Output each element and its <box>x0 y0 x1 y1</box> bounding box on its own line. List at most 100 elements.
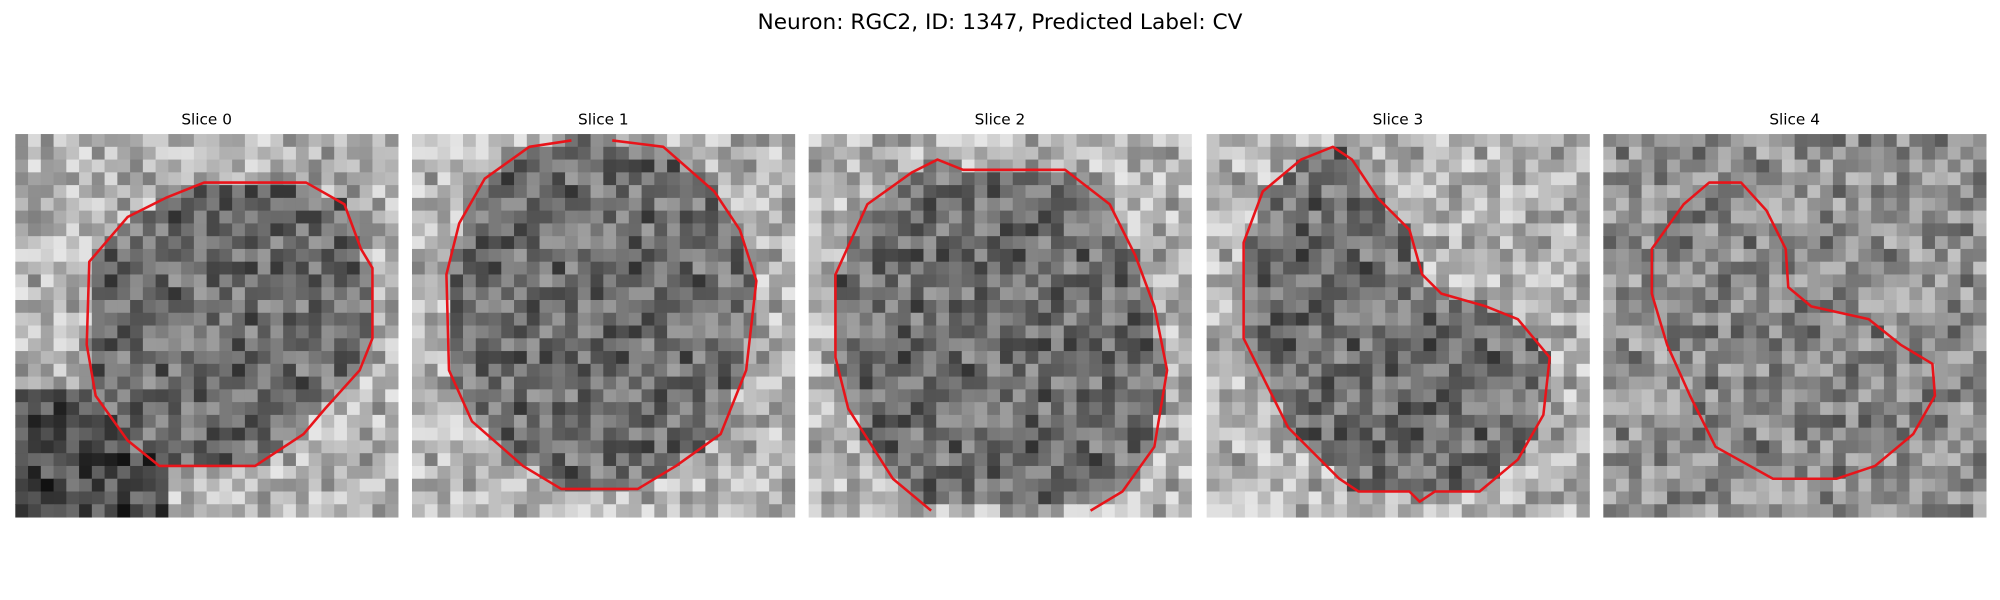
pixel <box>872 338 886 352</box>
pixel <box>654 300 668 314</box>
pixel <box>1219 402 1233 416</box>
pixel <box>1947 261 1961 275</box>
pixel <box>1563 478 1578 492</box>
pixel <box>1871 363 1885 378</box>
pixel <box>552 402 566 416</box>
pixel <box>28 325 42 339</box>
pixel <box>283 440 297 454</box>
pixel <box>1012 172 1027 186</box>
pixel <box>1308 478 1322 492</box>
pixel <box>1500 402 1514 416</box>
pixel <box>193 414 208 429</box>
pixel <box>1334 274 1348 288</box>
pixel <box>193 300 208 314</box>
pixel <box>1896 453 1910 467</box>
pixel <box>1153 236 1167 250</box>
pixel <box>718 363 732 378</box>
pixel <box>1359 453 1373 467</box>
pixel <box>590 363 604 378</box>
pixel <box>948 134 963 148</box>
pixel <box>346 312 361 327</box>
pixel <box>821 261 835 275</box>
pixel <box>1500 325 1514 339</box>
pixel <box>1461 414 1475 429</box>
pixel <box>1474 312 1488 327</box>
pixel <box>1756 491 1770 505</box>
pixel <box>219 414 233 429</box>
pixel <box>603 274 617 288</box>
pixel <box>1947 197 1961 212</box>
pixel <box>1372 504 1386 518</box>
pixel <box>1321 261 1335 275</box>
pixel <box>1871 300 1885 314</box>
pixel <box>936 402 950 416</box>
pixel <box>1359 274 1373 288</box>
pixel <box>1641 478 1655 492</box>
pixel <box>1576 172 1590 186</box>
pixel <box>834 223 848 237</box>
pixel <box>1346 427 1361 441</box>
pixel <box>1206 338 1220 352</box>
pixel <box>15 389 29 403</box>
pixel <box>308 478 322 492</box>
pixel <box>168 414 182 429</box>
pixel <box>1140 248 1154 263</box>
pixel <box>565 351 579 365</box>
pixel <box>872 248 886 263</box>
pixel <box>1334 248 1348 263</box>
pixel <box>1461 172 1475 186</box>
pixel <box>53 504 67 518</box>
pixel <box>769 134 783 148</box>
pixel <box>346 134 361 148</box>
pixel <box>15 197 29 212</box>
pixel <box>1692 312 1706 327</box>
pixel <box>936 236 950 250</box>
pixel <box>1334 261 1348 275</box>
pixel <box>1934 274 1949 288</box>
pixel <box>1654 402 1668 416</box>
pixel <box>488 134 502 148</box>
pixel <box>1756 274 1770 288</box>
pixel <box>1947 389 1961 403</box>
pixel <box>1616 465 1630 480</box>
pixel <box>846 351 861 365</box>
pixel <box>168 325 182 339</box>
pixel <box>181 210 195 224</box>
pixel <box>1165 363 1180 378</box>
pixel <box>1909 376 1923 390</box>
pixel <box>1000 134 1014 148</box>
pixel <box>781 325 796 339</box>
pixel <box>155 504 169 518</box>
pixel <box>1127 223 1141 237</box>
pixel <box>1756 351 1770 365</box>
pixel <box>1807 261 1821 275</box>
pixel <box>961 376 976 390</box>
pixel <box>1705 287 1719 301</box>
pixel <box>1038 351 1052 365</box>
pixel <box>590 248 604 263</box>
pixel <box>450 465 464 480</box>
pixel <box>53 389 67 403</box>
pixel <box>808 312 822 327</box>
pixel <box>590 402 604 416</box>
pixel <box>1845 287 1859 301</box>
pixel <box>1705 363 1719 378</box>
pixel <box>437 287 451 301</box>
pixel <box>846 491 861 505</box>
pixel <box>654 363 668 378</box>
pixel <box>1321 159 1335 173</box>
pixel <box>641 363 655 378</box>
pixel <box>437 172 451 186</box>
pixel <box>705 300 719 314</box>
pixel <box>1397 236 1412 250</box>
pixel <box>117 210 131 224</box>
pixel <box>577 465 592 480</box>
pixel <box>1960 159 1974 173</box>
pixel <box>321 504 335 518</box>
pixel <box>628 172 643 186</box>
pixel <box>1063 427 1078 441</box>
pixel <box>1127 146 1141 161</box>
pixel <box>1397 300 1412 314</box>
pixel <box>372 440 386 454</box>
pixel <box>1114 236 1129 250</box>
